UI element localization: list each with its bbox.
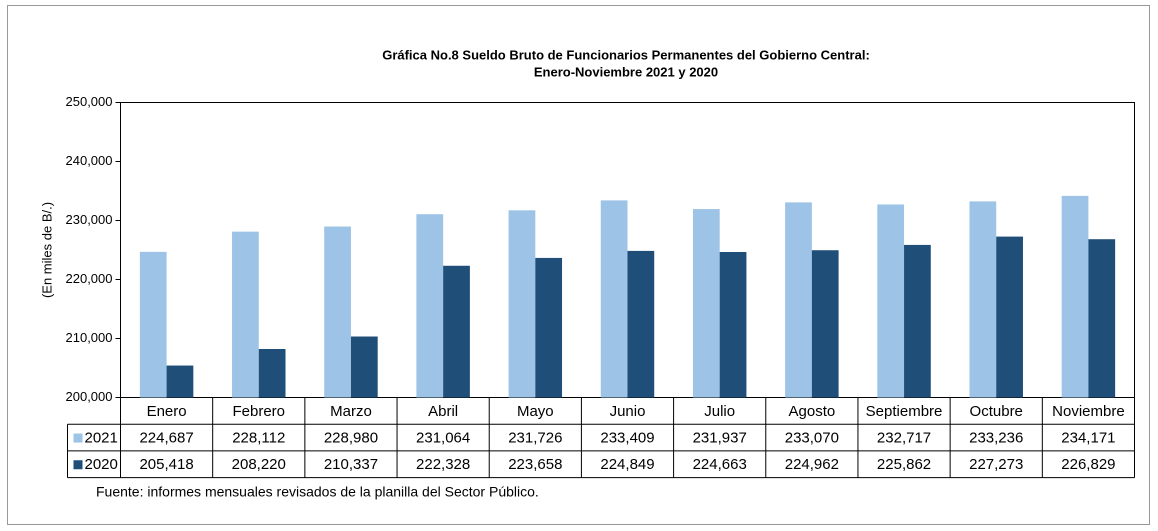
y-tick-label: 200,000 [66,389,113,404]
x-tick-label: Junio [610,403,646,420]
bar [1061,195,1089,398]
bar [692,209,720,398]
value-label: 231,726 [508,430,562,447]
x-tick-label: Enero [147,403,187,420]
value-label: 224,849 [600,456,654,473]
value-label: 234,171 [1061,430,1115,447]
x-tick-label: Febrero [233,403,286,420]
x-tick-label: Octubre [970,403,1023,420]
value-label: 208,220 [232,456,286,473]
bar [324,226,351,398]
y-tick-label: 230,000 [66,212,113,227]
legend-label: 2021 [85,430,118,447]
y-tick-label: 220,000 [66,271,113,286]
value-label: 231,064 [416,430,470,447]
bar [969,201,997,398]
frame [7,5,1150,525]
value-label: 205,418 [139,456,193,473]
bar [535,257,563,398]
y-tick-label: 210,000 [66,330,113,345]
value-label: 233,236 [969,430,1023,447]
bar [166,365,194,398]
bar [139,251,167,398]
y-axis-label: (En miles de B/.) [39,202,54,298]
bar [811,250,839,398]
bar [416,214,444,398]
value-label: 228,980 [324,430,378,447]
bar [904,244,931,398]
source: Fuente: informes mensuales revisados de … [96,484,539,500]
bar [877,204,905,398]
bar [996,236,1023,398]
bar [443,265,470,398]
chart-title: Gráfica No.8 Sueldo Bruto de Funcionario… [382,47,870,62]
bar [508,210,536,398]
y-tick-label: 250,000 [66,94,113,109]
value-label: 225,862 [877,456,931,473]
bar [350,336,378,398]
value-label: 232,717 [877,430,931,447]
value-label: 224,687 [139,430,193,447]
bar [232,231,259,398]
bar [1088,239,1116,398]
legend-label: 2020 [85,456,118,473]
value-label: 224,962 [785,456,839,473]
chart-title: Enero-Noviembre 2021 y 2020 [534,64,718,79]
value-label: 223,658 [508,456,562,473]
bar [258,349,286,398]
x-tick-label: Julio [704,403,735,420]
bar [785,202,812,398]
y-tick-label: 240,000 [66,153,113,168]
legend-swatch [73,433,83,443]
value-label: 228,112 [232,430,285,447]
value-label: 210,337 [324,456,378,473]
x-tick-label: Abril [428,403,458,420]
value-label: 233,070 [785,430,839,447]
x-tick-label: Mayo [517,403,554,420]
value-label: 231,937 [693,430,747,447]
value-label: 226,829 [1061,456,1115,473]
x-tick-label: Noviembre [1052,403,1125,420]
legend-swatch [73,460,83,470]
x-tick-label: Agosto [789,403,836,420]
value-label: 233,409 [600,430,654,447]
x-tick-label: Marzo [330,403,372,420]
value-label: 222,328 [416,456,470,473]
x-tick-label: Septiembre [866,403,943,420]
bar [719,251,747,398]
bar [600,200,628,398]
bar [627,250,655,398]
value-label: 227,273 [969,456,1023,473]
value-label: 224,663 [693,456,747,473]
